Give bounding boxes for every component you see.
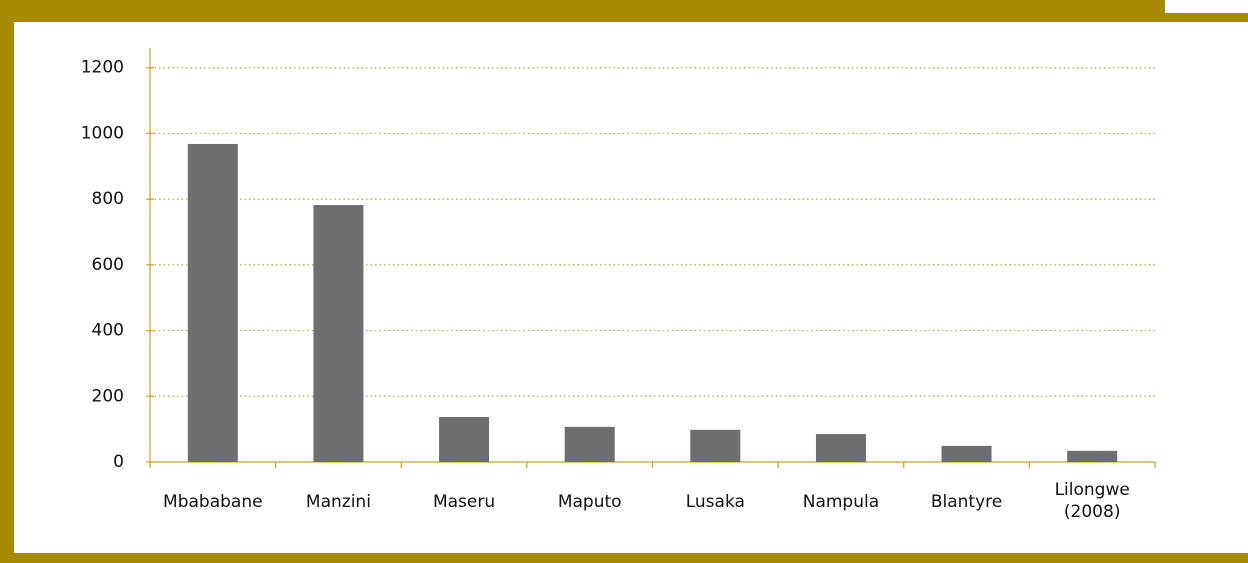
x-tick-label: Lusaka [686,492,745,512]
y-tick-label: 0 [113,452,124,472]
x-tick-label-line: Lilongwe [1055,480,1130,500]
x-tick-label-line: (2008) [1064,502,1121,522]
y-tick-label: 400 [92,321,124,341]
y-tick-label: 800 [92,189,124,209]
y-tick-label: 200 [92,386,124,406]
frame-notch [1165,0,1248,13]
bar [941,445,992,462]
bar [1067,450,1118,462]
x-tick-label: Manzini [306,492,371,512]
bar [439,416,490,462]
y-tick-label: 600 [92,255,124,275]
y-tick-label: 1200 [81,58,124,78]
bar [690,429,741,462]
bar [313,205,364,463]
y-tick-label: 1000 [81,123,124,143]
x-tick-label: Nampula [803,492,879,512]
bar [564,426,615,462]
x-tick-label: Maseru [433,492,495,512]
bar [815,434,866,462]
bar [187,143,238,462]
x-tick-label: Maputo [558,492,622,512]
x-tick-label: Blantyre [931,492,1002,512]
x-tick-label: Lilongwe (2008) [1055,480,1130,522]
x-tick-label: Mbababane [163,492,263,512]
